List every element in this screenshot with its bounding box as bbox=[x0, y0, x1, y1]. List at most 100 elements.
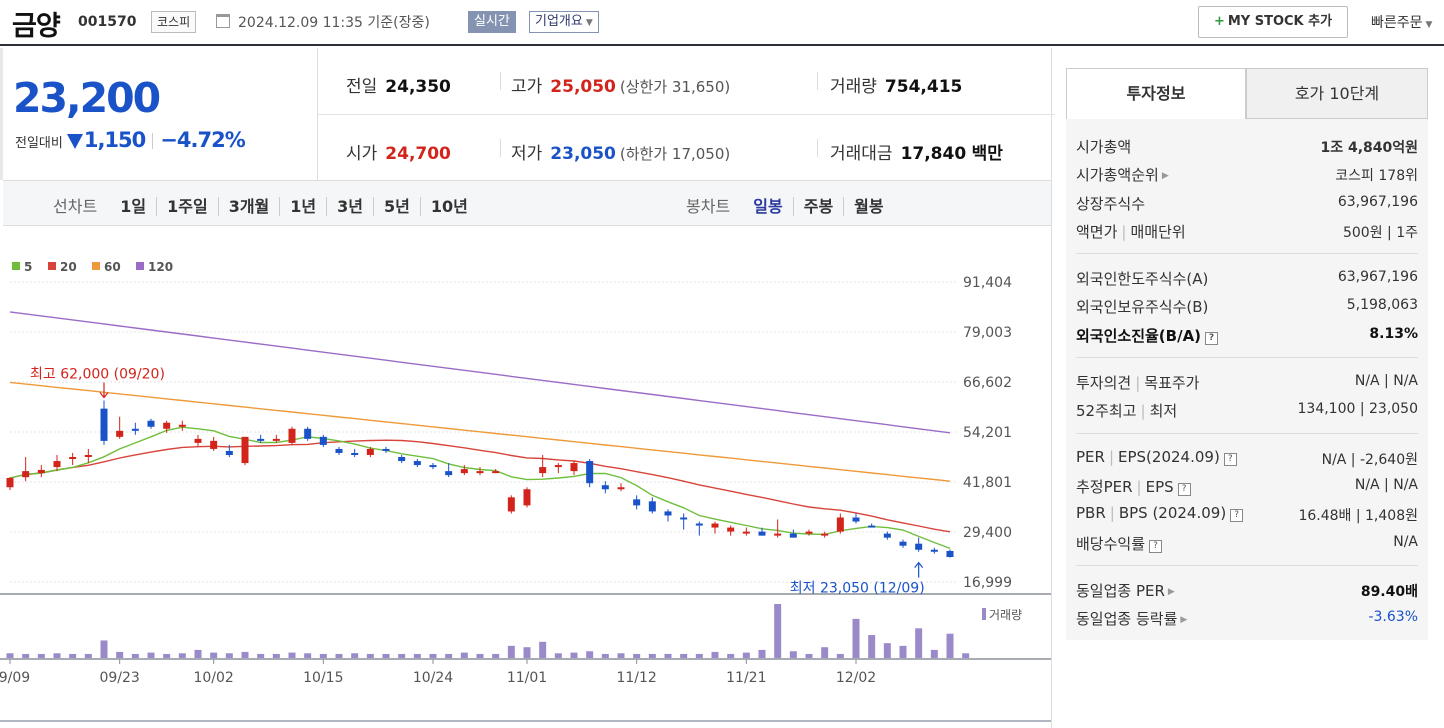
info-body: 시가총액 1조 4,840억원 시가총액순위 ▶ 코스피 178위 상장주식수 63,9… bbox=[1066, 119, 1428, 641]
help-icon[interactable]: ? bbox=[1205, 331, 1219, 345]
help-icon[interactable]: ? bbox=[1177, 482, 1191, 496]
candle-body bbox=[915, 543, 923, 550]
volume-bar bbox=[821, 647, 829, 658]
volume-bar bbox=[22, 653, 30, 658]
candle-body bbox=[382, 448, 390, 451]
candle-body bbox=[883, 533, 891, 538]
chart-canvas[interactable]: 5 20 60 120 91,404 79,003 66,602 54,201 41,801 2… bbox=[0, 226, 1052, 720]
realtime-button[interactable]: 실시간 bbox=[468, 11, 516, 33]
mystock-add-button[interactable]: + MY STOCK 추가 bbox=[1198, 6, 1348, 38]
price-change: 전일대비 1,150 −4.72% bbox=[15, 128, 246, 152]
line-period-1[interactable]: 1일 bbox=[120, 197, 147, 216]
stock-code: 001570 bbox=[78, 14, 137, 30]
help-icon[interactable]: ? bbox=[1149, 539, 1163, 553]
candle-body bbox=[758, 531, 766, 536]
line-period-6[interactable]: 5년 bbox=[373, 197, 420, 216]
info-row[interactable]: 동일업종 PER ▶ 89.40배 bbox=[1076, 581, 1418, 600]
volume-bar bbox=[633, 653, 641, 658]
volume-bar bbox=[695, 653, 703, 658]
chevron-down-icon: ▼ bbox=[585, 18, 593, 28]
volume-bar bbox=[210, 652, 218, 658]
candle-body bbox=[805, 531, 813, 534]
price-detail-grid: 전일 24,350 고가 25,050 (상한가 31,650) 거래량 754,415… bbox=[317, 48, 1055, 180]
y-tick-label: 66,602 bbox=[963, 375, 1012, 391]
candle-body bbox=[711, 523, 719, 528]
candle-period-2[interactable]: 주봉 bbox=[792, 197, 844, 216]
ma20-line bbox=[9, 439, 951, 533]
line-period-7[interactable]: 10년 bbox=[419, 197, 478, 216]
x-tick-label: 10/15 bbox=[303, 670, 343, 686]
line-period-4[interactable]: 1년 bbox=[279, 197, 327, 216]
line-period-2[interactable]: 1주일 bbox=[156, 197, 218, 216]
volume-bar bbox=[852, 618, 860, 658]
low-annotation: 최저 23,050 (12/09) bbox=[790, 581, 925, 597]
change-label: 전일대비 bbox=[15, 136, 63, 151]
volume-bar bbox=[648, 653, 656, 658]
line-chart-periods: 선차트 1일 1주일 3개월 1년 3년 5년 10년 bbox=[53, 193, 478, 217]
candle-chart-label: 봉차트 bbox=[686, 197, 731, 216]
volume-bar bbox=[288, 652, 296, 658]
corp-overview-dropdown[interactable]: 기업개요 ▼ bbox=[529, 11, 599, 33]
volume-bar bbox=[476, 653, 484, 658]
candle-body bbox=[648, 501, 656, 512]
candle-body bbox=[445, 471, 453, 476]
volume-bar bbox=[257, 653, 265, 658]
x-tick-label: 11/12 bbox=[616, 670, 656, 686]
volume-bar bbox=[664, 653, 672, 658]
volume-bar bbox=[774, 604, 782, 658]
x-tick-label: 11/01 bbox=[507, 670, 547, 686]
volume-bar bbox=[868, 635, 876, 658]
info-row: 배당수익률? N/A bbox=[1076, 533, 1418, 553]
line-period-5[interactable]: 3년 bbox=[326, 197, 373, 216]
volume-bar bbox=[366, 653, 374, 658]
volume-bar bbox=[398, 653, 406, 658]
candle-body bbox=[633, 499, 641, 506]
candle-body bbox=[37, 469, 45, 474]
volume-bar bbox=[69, 653, 77, 658]
volume-bar bbox=[413, 653, 421, 658]
volume-bar bbox=[883, 643, 891, 658]
candle-body bbox=[476, 471, 484, 474]
candle-period-1[interactable]: 일봉 bbox=[753, 197, 783, 216]
volume-bar bbox=[742, 652, 750, 658]
volume-bar bbox=[100, 640, 108, 658]
volume-bar bbox=[319, 653, 327, 658]
candle-body bbox=[570, 463, 578, 472]
volume-bar bbox=[539, 641, 547, 658]
volume-bar bbox=[727, 653, 735, 658]
ma60-line bbox=[9, 381, 951, 482]
candle-body bbox=[288, 428, 296, 443]
candle-body bbox=[727, 527, 735, 532]
volume-bar bbox=[617, 653, 625, 658]
tab-order-book[interactable]: 호가 10단계 bbox=[1246, 68, 1428, 119]
volume-bar bbox=[116, 651, 124, 658]
quick-order-label: 빠른주문 bbox=[1371, 15, 1423, 31]
volume-bar bbox=[163, 653, 171, 658]
tab-invest-info[interactable]: 투자정보 bbox=[1066, 68, 1246, 119]
volume-bar bbox=[836, 653, 844, 658]
info-row: 외국인한도주식수(A) 63,967,196 bbox=[1076, 269, 1418, 289]
help-icon[interactable]: ? bbox=[1230, 509, 1244, 523]
current-price: 23,200 bbox=[13, 74, 161, 122]
line-period-3[interactable]: 3개월 bbox=[217, 197, 280, 216]
high-annotation: 최고 62,000 (09/20) bbox=[30, 367, 165, 383]
candle-period-3[interactable]: 월봉 bbox=[843, 197, 894, 216]
candle-body bbox=[617, 487, 625, 490]
volume-bar bbox=[382, 653, 390, 658]
quick-order-dropdown[interactable]: 빠른주문 ▼ bbox=[1371, 12, 1432, 32]
legend-label-60: 60 bbox=[104, 260, 121, 274]
help-icon[interactable]: ? bbox=[1223, 452, 1237, 466]
legend-label-5: 5 bbox=[24, 260, 32, 274]
volume-legend-swatch bbox=[982, 608, 986, 620]
candle-body bbox=[53, 461, 61, 468]
info-row[interactable]: 시가총액순위 ▶ 코스피 178위 bbox=[1076, 166, 1418, 185]
x-tick-label: 11/21 bbox=[726, 670, 766, 686]
candle-body bbox=[335, 448, 343, 453]
info-row[interactable]: 동일업종 등락률 ▶ -3.63% bbox=[1076, 609, 1418, 629]
volume-bar bbox=[304, 653, 312, 658]
corp-overview-label: 기업개요 bbox=[535, 14, 583, 29]
stock-chart[interactable]: 5 20 60 120 91,404 79,003 66,602 54,201 41,801 2… bbox=[0, 226, 1052, 720]
volume-bar bbox=[335, 653, 343, 658]
trade-amount: 거래대금 17,840 백만 bbox=[830, 144, 1003, 164]
candle-body bbox=[868, 525, 876, 528]
